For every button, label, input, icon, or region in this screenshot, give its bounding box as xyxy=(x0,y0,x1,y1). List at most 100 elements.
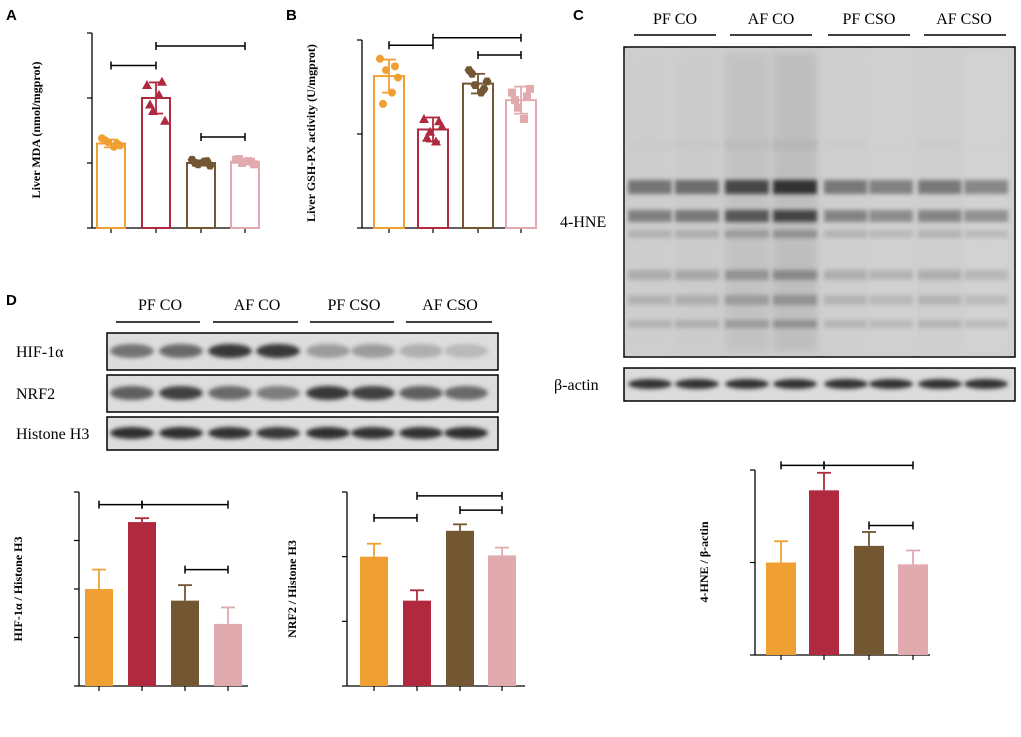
blot-c-band xyxy=(964,180,1008,194)
blot-c-band xyxy=(964,210,1008,222)
data-point xyxy=(422,132,432,142)
blot-c-band xyxy=(869,295,913,305)
blot-c-band xyxy=(964,140,1008,150)
blot-c-band xyxy=(773,140,817,150)
bar xyxy=(898,564,928,655)
blot-d-group-label: AF CO xyxy=(234,297,281,314)
blot-d-band xyxy=(256,427,300,439)
chart-c1-ylabel: 4-HNE / β-actin xyxy=(697,521,711,602)
data-point xyxy=(391,62,399,71)
blot-c-band xyxy=(628,320,672,328)
blot-d-band xyxy=(399,344,443,358)
blot-c-actin-band xyxy=(628,379,672,389)
blot-c-band xyxy=(725,230,769,238)
blot-c-band xyxy=(918,180,962,194)
data-point xyxy=(514,103,522,112)
bar xyxy=(96,142,126,229)
chart-d1-ylabel: HIF-1α / Histone H3 xyxy=(11,536,25,641)
blot-c-actin-band xyxy=(675,379,719,389)
data-point xyxy=(202,157,212,165)
chart-d2: NRF2 / Histone H3 xyxy=(285,491,525,691)
blot-c-actin-band xyxy=(918,379,962,389)
blot-d-band xyxy=(208,386,252,400)
data-point xyxy=(431,136,441,146)
blot-d-band xyxy=(110,427,154,439)
data-point xyxy=(419,113,429,123)
blot-c-band xyxy=(918,230,962,238)
blot-c-band xyxy=(964,320,1008,328)
data-point xyxy=(470,81,480,89)
blot-c-lane-bg xyxy=(773,52,817,352)
blot-c-group-headers: PF CO AF CO PF CSO AF CSO xyxy=(634,11,1006,36)
blot-d-band xyxy=(444,344,488,358)
blot-c-actin-band xyxy=(964,379,1008,389)
blot-c-band xyxy=(773,210,817,222)
data-point xyxy=(388,88,396,97)
blot-c-lane-bg xyxy=(964,52,1008,352)
data-point xyxy=(142,80,152,89)
chart-a-ylabel: Liver MDA (nmol/mgprot) xyxy=(29,62,43,199)
bar xyxy=(766,562,796,655)
bar xyxy=(171,600,199,686)
blot-c-band xyxy=(725,180,769,194)
blot-c-band xyxy=(869,180,913,194)
blot-d-row-label: HIF-1α xyxy=(16,344,64,361)
blot-c-band xyxy=(773,270,817,280)
bar xyxy=(854,545,884,655)
bar xyxy=(85,589,113,686)
blot-d-band xyxy=(351,427,395,439)
data-point xyxy=(482,77,492,86)
blot-d-band xyxy=(444,427,488,439)
data-point xyxy=(148,106,158,115)
blot-d-band xyxy=(110,344,154,358)
blot-c-band xyxy=(918,320,962,328)
data-point xyxy=(511,96,519,105)
blot-c-band xyxy=(824,140,868,150)
blot-c-band xyxy=(675,295,719,305)
blot-c: PF CO AF CO PF CSO AF CSO 4-HNE β-actin xyxy=(554,11,1016,402)
blot-d-band xyxy=(256,344,300,358)
bar xyxy=(214,623,242,686)
blot-c-band xyxy=(918,270,962,280)
data-point xyxy=(160,115,170,125)
blot-c-band xyxy=(918,140,962,150)
panel-label-a: A xyxy=(6,7,17,24)
blot-c-band xyxy=(824,210,868,222)
blot-d-band xyxy=(399,386,443,400)
data-point xyxy=(113,139,121,148)
chart-c1: 4-HNE / β-actin xyxy=(697,461,930,660)
blot-c-band xyxy=(628,295,672,305)
blot-c-band xyxy=(675,210,719,222)
blot-d-band xyxy=(351,344,395,358)
data-point xyxy=(101,136,109,145)
blot-d-row-label: NRF2 xyxy=(16,386,55,403)
blot-c-group-label: AF CSO xyxy=(936,11,992,28)
data-point xyxy=(425,126,435,136)
blot-c-band xyxy=(675,230,719,238)
blot-c-band xyxy=(824,230,868,238)
data-point xyxy=(526,84,534,93)
blot-d-band xyxy=(110,386,154,400)
blot-c-band xyxy=(964,295,1008,305)
bar xyxy=(403,600,431,686)
data-point xyxy=(235,155,243,164)
blot-c-band xyxy=(964,270,1008,280)
blot-c-band xyxy=(628,140,672,150)
blot-c-4hne-lanes xyxy=(628,52,1008,352)
blot-c-band xyxy=(773,295,817,305)
blot-c-band xyxy=(869,270,913,280)
blot-d-band xyxy=(208,427,252,439)
data-point xyxy=(437,121,447,131)
blot-d-row-label: Histone H3 xyxy=(16,426,89,443)
bar xyxy=(462,82,494,229)
blot-d-band xyxy=(159,427,203,439)
blot-c-band xyxy=(675,320,719,328)
blot-c-band xyxy=(773,230,817,238)
chart-d2-ylabel: NRF2 / Histone H3 xyxy=(285,540,299,638)
blot-d-band xyxy=(208,344,252,358)
blot-c-band xyxy=(675,270,719,280)
data-point xyxy=(376,54,384,63)
data-point xyxy=(520,114,528,123)
data-point xyxy=(190,159,200,167)
blot-c-band xyxy=(628,210,672,222)
